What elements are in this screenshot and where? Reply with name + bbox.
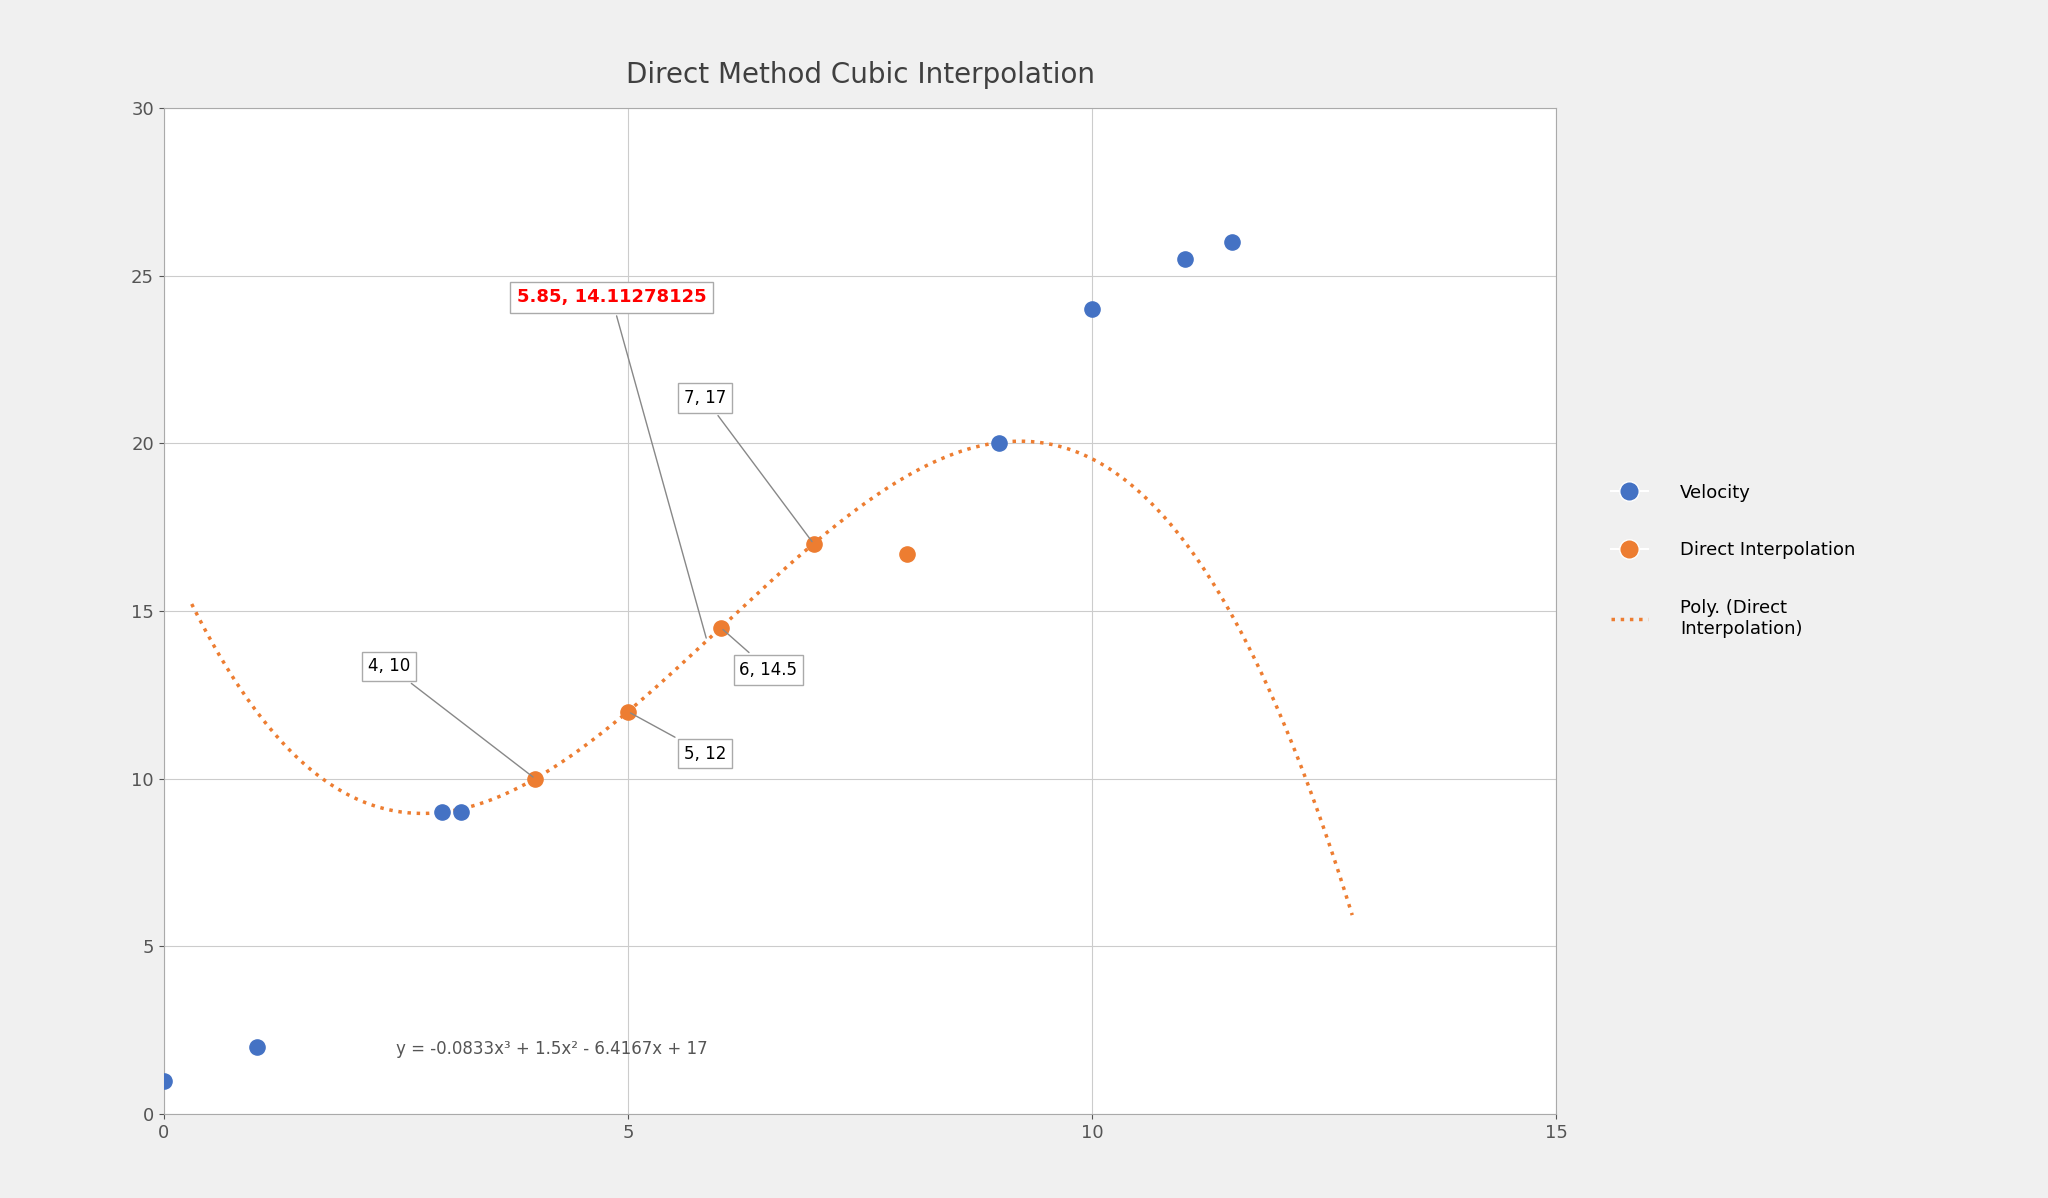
Point <box>426 803 459 822</box>
Text: 5.85, 14.11278125: 5.85, 14.11278125 <box>516 289 707 639</box>
Point <box>1214 232 1247 252</box>
Point <box>1075 300 1108 319</box>
Point <box>797 534 829 553</box>
Point <box>612 702 645 721</box>
Point <box>891 544 924 563</box>
Point <box>705 618 737 637</box>
Point <box>147 1071 180 1090</box>
Point <box>518 769 551 788</box>
Text: 4, 10: 4, 10 <box>369 658 532 778</box>
Text: 6, 14.5: 6, 14.5 <box>723 630 797 679</box>
Point <box>240 1037 272 1057</box>
Text: 7, 17: 7, 17 <box>684 389 813 541</box>
Legend: Velocity, Direct Interpolation, Poly. (Direct
Interpolation): Velocity, Direct Interpolation, Poly. (D… <box>1593 466 1874 655</box>
Title: Direct Method Cubic Interpolation: Direct Method Cubic Interpolation <box>625 61 1096 89</box>
Point <box>983 434 1016 453</box>
Point <box>1169 249 1202 268</box>
Point <box>444 803 477 822</box>
Text: y = -0.0833x³ + 1.5x² - 6.4167x + 17: y = -0.0833x³ + 1.5x² - 6.4167x + 17 <box>395 1040 707 1058</box>
Text: 5, 12: 5, 12 <box>631 713 727 763</box>
